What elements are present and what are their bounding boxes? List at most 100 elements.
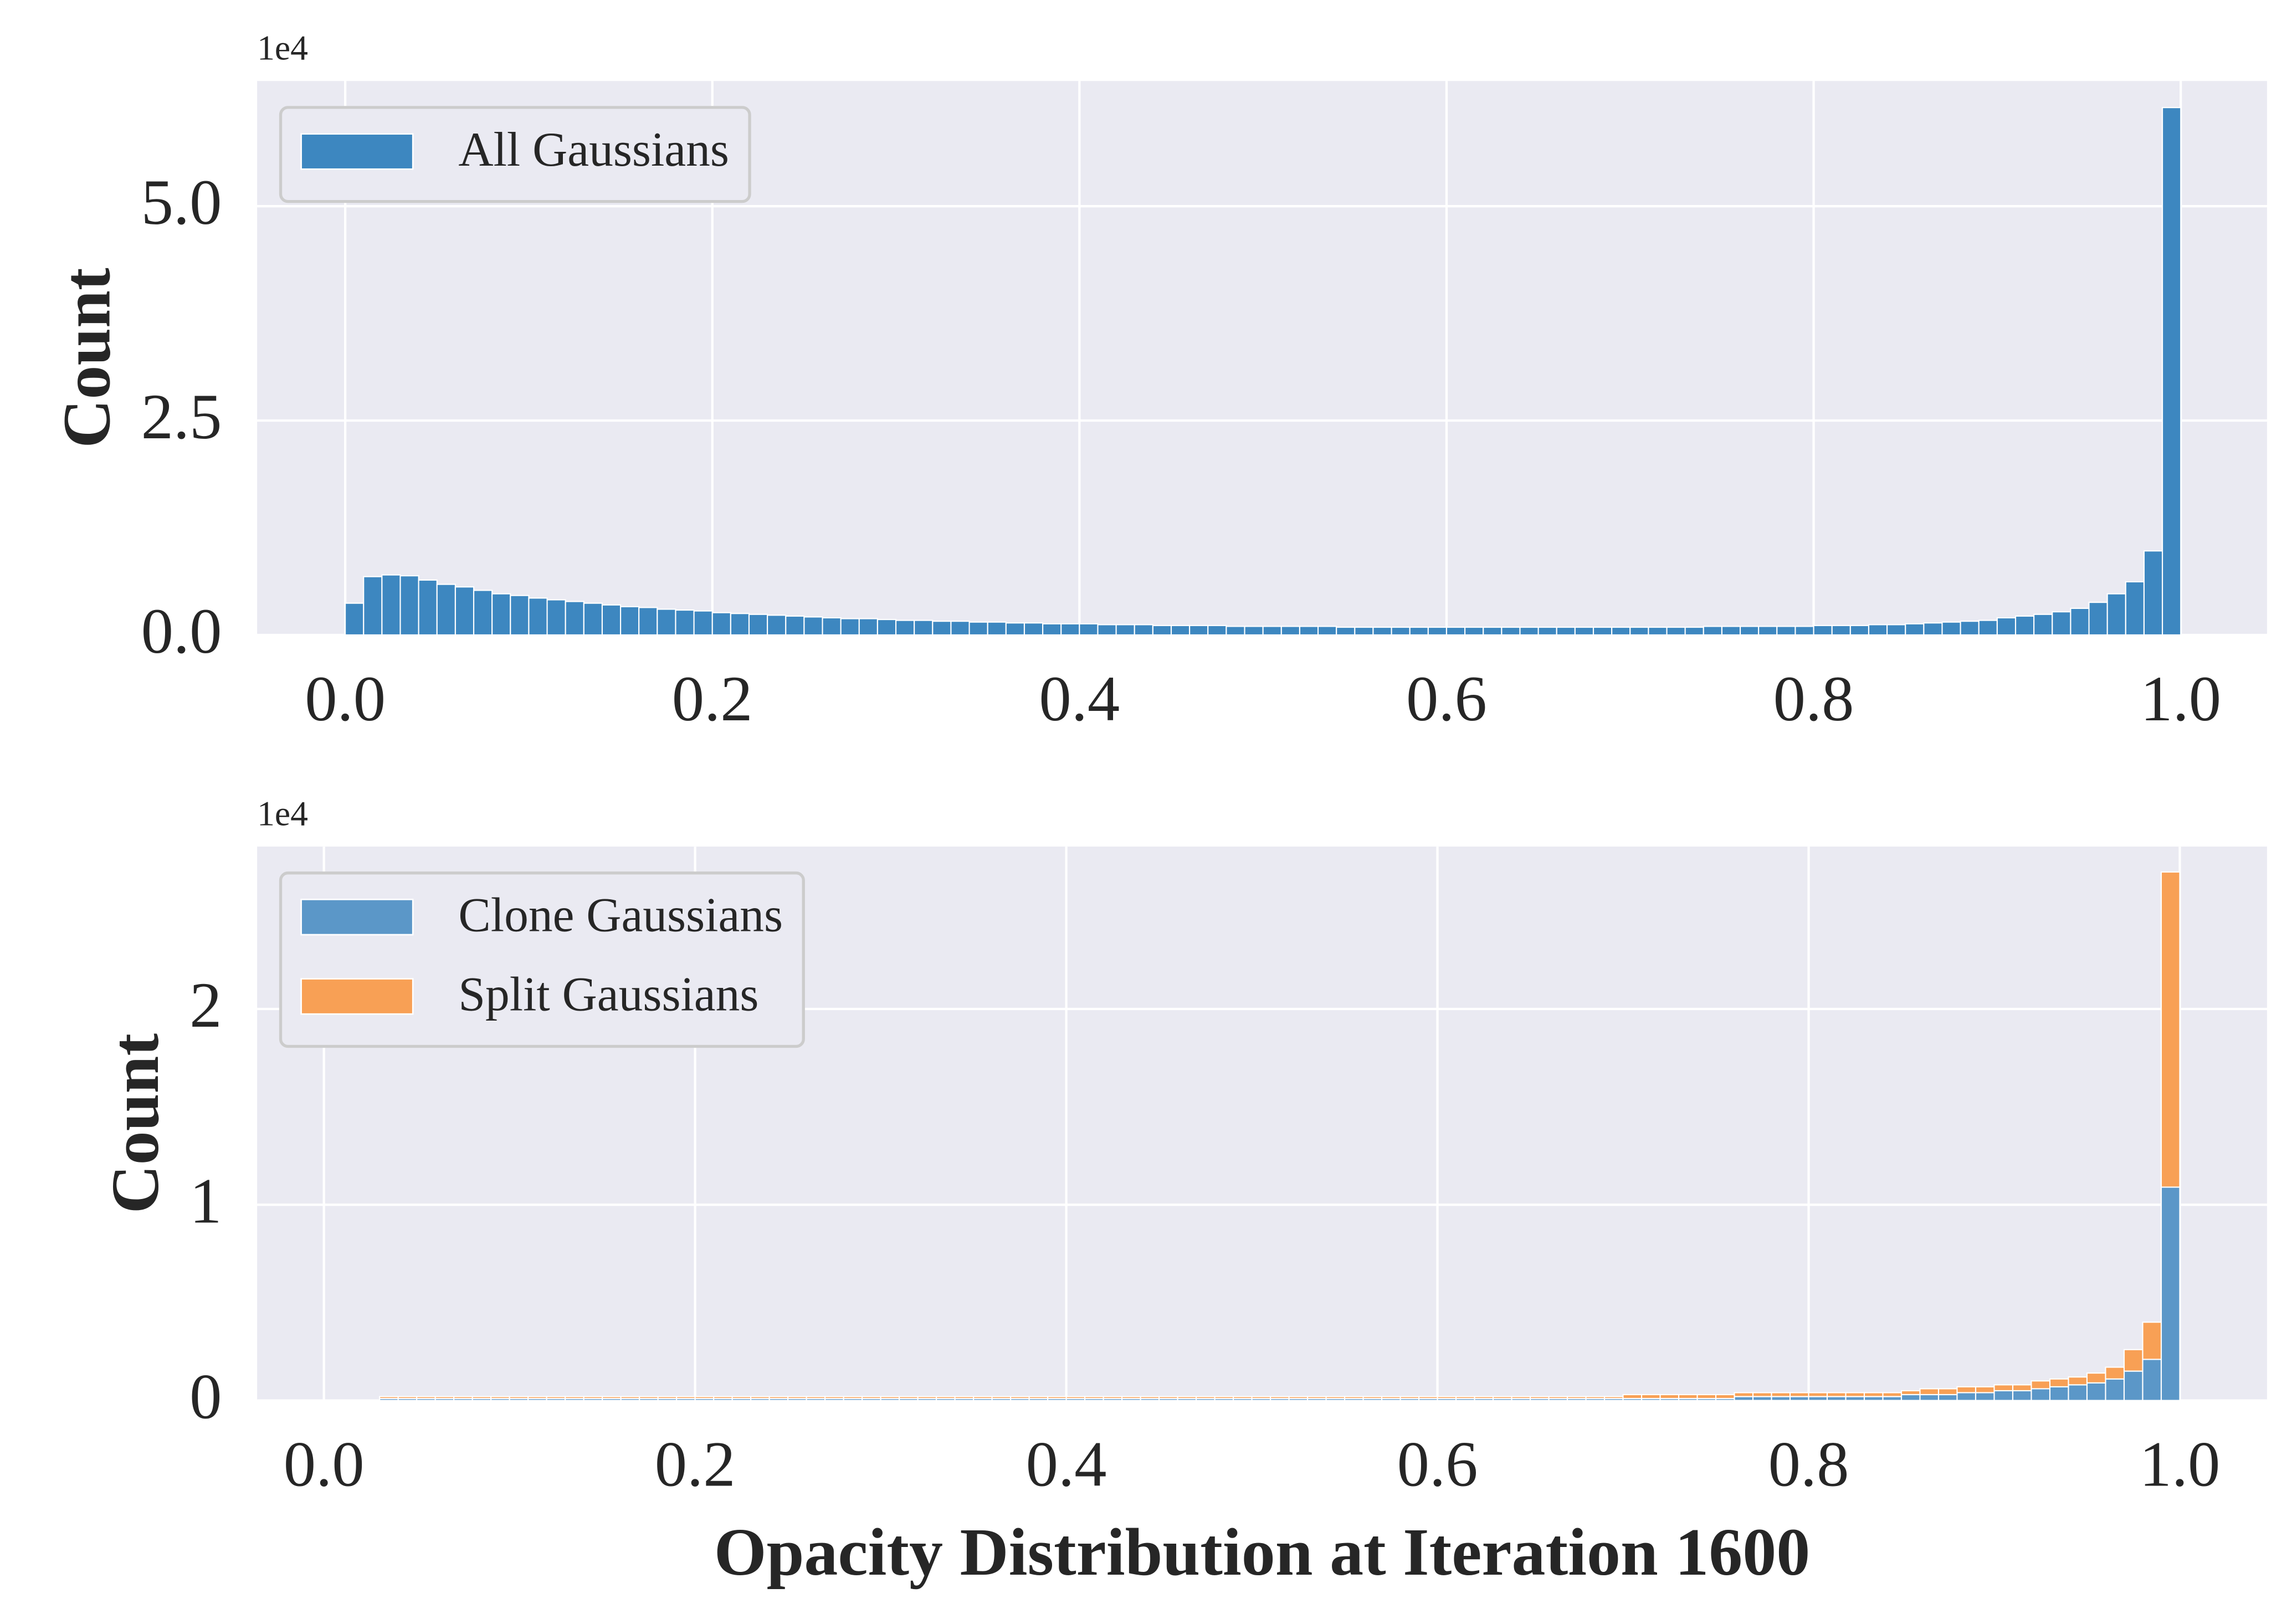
- histogram-bar: [454, 586, 475, 636]
- histogram-bar: [527, 1396, 547, 1400]
- histogram-bar: [1005, 622, 1025, 636]
- histogram-bar: [1097, 624, 1117, 636]
- histogram-bar: [785, 615, 805, 636]
- histogram-bar: [987, 621, 1007, 636]
- histogram-bar: [1752, 1392, 1772, 1397]
- histogram-bar: [1140, 1396, 1160, 1400]
- histogram-bar: [471, 1396, 492, 1400]
- histogram-bar: [1923, 622, 1943, 636]
- histogram-bar: [1771, 1392, 1791, 1397]
- histogram-bar: [1937, 1388, 1958, 1396]
- histogram-bar: [1307, 1396, 1327, 1400]
- histogram-bar: [1418, 1396, 1438, 1400]
- legend: Clone Gaussians Split Gaussians: [279, 871, 805, 1048]
- histogram-bar: [1196, 1396, 1216, 1400]
- histogram-bar: [1529, 1396, 1550, 1400]
- histogram-bar: [510, 595, 530, 636]
- histogram-bar: [1028, 1396, 1049, 1400]
- histogram-bar: [750, 1396, 770, 1400]
- histogram-bar: [620, 1396, 640, 1400]
- x-tick-label: 1.0: [2140, 663, 2221, 735]
- histogram-bar: [1715, 1394, 1735, 1400]
- histogram-bar: [565, 601, 584, 636]
- histogram-bar: [2160, 1186, 2181, 1401]
- histogram-bar: [824, 1396, 844, 1400]
- histogram-bar: [1813, 624, 1833, 636]
- histogram-bar: [2105, 1378, 2125, 1401]
- histogram-bar: [1975, 1386, 1995, 1394]
- histogram-bar: [1060, 623, 1080, 636]
- histogram-bar: [1622, 1394, 1643, 1400]
- x-tick-label: 0.8: [1773, 663, 1854, 735]
- histogram-bar: [583, 602, 603, 636]
- histogram-bar: [1399, 1396, 1420, 1400]
- histogram-bar: [1115, 624, 1135, 636]
- histogram-bar: [1152, 624, 1172, 636]
- y-tick-label: 2: [189, 970, 222, 1041]
- histogram-bar: [620, 606, 640, 636]
- histogram-bar: [1158, 1396, 1178, 1400]
- histogram-bar: [730, 613, 750, 636]
- histogram-bar: [876, 619, 897, 636]
- histogram-bar: [1381, 1396, 1401, 1400]
- histogram-bar: [1808, 1392, 1828, 1397]
- histogram-bar: [1336, 626, 1356, 636]
- histogram-bar: [1603, 1396, 1624, 1400]
- histogram-bar: [880, 1396, 900, 1400]
- histogram-bar: [968, 621, 988, 636]
- histogram-bar: [379, 1396, 399, 1400]
- histogram-bar: [1455, 1396, 1475, 1400]
- histogram-bar: [1134, 624, 1153, 636]
- histogram-bar: [954, 1396, 975, 1400]
- histogram-bar: [1941, 621, 1961, 636]
- histogram-bar: [345, 602, 365, 636]
- x-tick-label: 1.0: [2140, 1429, 2221, 1500]
- histogram-bar: [1103, 1396, 1123, 1400]
- histogram-bar: [1548, 1396, 1568, 1400]
- legend-box: [279, 106, 751, 203]
- histogram-bar: [1170, 624, 1191, 636]
- histogram-bar: [1566, 1396, 1587, 1400]
- histogram-bar: [381, 574, 401, 636]
- histogram-bar: [1826, 1392, 1847, 1397]
- histogram-bar: [1288, 1396, 1309, 1400]
- histogram-bar: [2014, 615, 2035, 636]
- histogram-bar: [936, 1396, 956, 1400]
- histogram-bar: [1047, 1396, 1067, 1400]
- histogram-bar: [2105, 1366, 2125, 1380]
- histogram-bar: [1592, 626, 1613, 636]
- histogram-bar: [363, 576, 383, 636]
- x-tick-label: 0.2: [672, 663, 753, 735]
- histogram-bar: [583, 1396, 603, 1400]
- histogram-bar: [2086, 1382, 2106, 1401]
- histogram-bar: [1611, 626, 1631, 636]
- legend-swatch: [300, 978, 414, 1015]
- x-tick-label: 0.6: [1397, 1429, 1478, 1500]
- histogram-bar: [917, 1396, 937, 1400]
- histogram-bar: [2052, 611, 2071, 636]
- histogram-bar: [399, 575, 419, 636]
- histogram-bar: [2143, 550, 2163, 636]
- histogram-bar: [1919, 1394, 1940, 1401]
- histogram-bar: [2049, 1378, 2069, 1387]
- histogram-bar: [418, 579, 438, 636]
- histogram-bar: [803, 616, 823, 636]
- y-tick-label: 0.0: [141, 596, 222, 667]
- histogram-bar: [1244, 626, 1264, 636]
- histogram-bar: [1863, 1392, 1884, 1397]
- histogram-bar: [1900, 1394, 1921, 1401]
- histogram-bar: [2160, 871, 2181, 1188]
- histogram-bar: [1678, 1394, 1698, 1400]
- histogram-bar: [434, 1396, 455, 1400]
- histogram-bar: [1740, 626, 1760, 636]
- histogram-bar: [731, 1396, 752, 1400]
- histogram-bar: [1317, 626, 1337, 636]
- histogram-bar: [1023, 622, 1044, 636]
- histogram-bar: [1233, 1396, 1253, 1400]
- histogram-bar: [1079, 623, 1099, 636]
- histogram-bar: [509, 1396, 529, 1400]
- histogram-bar: [693, 610, 713, 636]
- histogram-bar: [1519, 626, 1539, 636]
- y-tick-label: 2.5: [141, 381, 222, 453]
- histogram-bar: [1084, 1396, 1104, 1400]
